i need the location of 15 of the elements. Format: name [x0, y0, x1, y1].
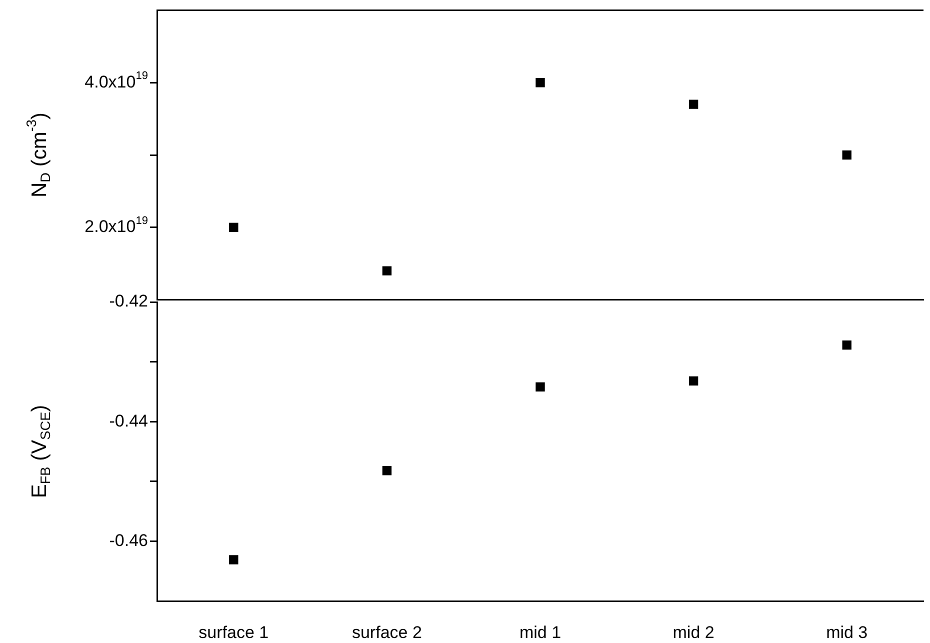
point	[382, 466, 392, 476]
y-tick-label: -0.44	[109, 411, 148, 430]
point	[536, 382, 545, 392]
x-tick-label: surface 2	[352, 622, 422, 642]
y-tick-label: -0.42	[109, 292, 148, 311]
point	[229, 555, 238, 564]
y-axis-title: EFB (VSCE)	[28, 404, 54, 498]
x-tick-label: surface 1	[198, 622, 269, 642]
y-tick-label: -0.46	[109, 530, 148, 550]
point	[688, 376, 698, 386]
y-axis-title: ND (cm-3)	[24, 112, 54, 198]
x-tick-label: mid 3	[826, 622, 868, 642]
x-tick-label: mid 1	[519, 622, 562, 642]
x-tick-label: mid 2	[672, 622, 714, 642]
point	[842, 340, 852, 350]
